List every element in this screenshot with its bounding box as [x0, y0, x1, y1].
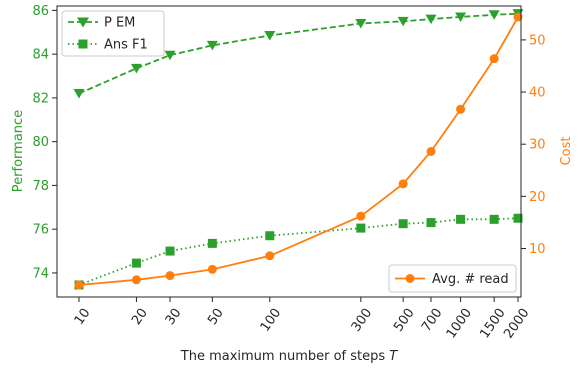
avg-read-point-2	[165, 271, 175, 281]
left-tick-label-3: 80	[32, 135, 49, 150]
avg-read-point-9	[489, 54, 499, 64]
right-tick-label-1: 20	[529, 190, 546, 205]
right-tick-label-0: 10	[529, 242, 546, 257]
left-tick-label-2: 78	[32, 179, 49, 194]
p-em-point-1	[130, 63, 142, 74]
p-em-point-4	[264, 31, 276, 41]
p-em-point-5	[355, 19, 367, 29]
p-em-point-3	[206, 40, 218, 51]
left-tick-label-4: 82	[32, 91, 49, 106]
p-em-point-0	[73, 89, 85, 99]
legend-cost: Avg. # read	[388, 264, 517, 293]
legend-cost-box	[388, 264, 517, 293]
p-em-point-7	[425, 14, 437, 25]
p-em-point-8	[455, 12, 467, 22]
ans-f1-point-2	[165, 246, 175, 256]
right-axis-title: Cost	[559, 137, 574, 166]
legend-label-p-em: P EM	[104, 16, 135, 31]
legend-circle-marker	[405, 274, 415, 283]
x-axis-title: The maximum number of steps T	[180, 349, 399, 364]
ans-f1-point-8	[456, 214, 466, 224]
ans-f1-point-1	[131, 258, 141, 268]
legend-triangle-marker	[77, 17, 89, 28]
plot-frame	[56, 5, 522, 298]
avg-read-point-4	[265, 251, 275, 261]
avg-read-point-10	[513, 12, 523, 22]
p-em-point-6	[397, 16, 409, 27]
p-em-point-2	[164, 50, 176, 61]
avg-read-point-7	[426, 147, 436, 156]
legend-label-avg-read: Avg. # read	[432, 272, 509, 287]
avg-read-point-3	[207, 264, 217, 274]
legend-label-ans-f1: Ans F1	[104, 38, 148, 53]
legend-performance: P EM Ans F1	[61, 10, 165, 57]
left-tick-label-5: 84	[32, 48, 49, 63]
avg-read-point-1	[131, 275, 141, 285]
avg-read-point-8	[456, 104, 466, 114]
chart-marks	[73, 9, 524, 290]
left-tick-label-0: 74	[32, 266, 49, 281]
ans-f1-point-4	[265, 231, 275, 241]
avg-read-point-0	[74, 280, 84, 290]
avg-read-point-5	[356, 211, 366, 221]
left-tick-label-1: 76	[32, 223, 49, 238]
ans-f1-point-7	[426, 218, 436, 228]
ans-f1-point-10	[513, 213, 523, 223]
ans-f1-point-9	[489, 214, 499, 224]
ans-f1-point-6	[398, 219, 408, 229]
p-em-point-9	[488, 10, 500, 20]
left-axis-title: Performance	[11, 110, 26, 192]
ans-f1-point-5	[356, 223, 366, 233]
ans-f1-point-3	[207, 238, 217, 248]
x-axis-variable: T	[389, 349, 398, 364]
legend-square-marker	[78, 39, 88, 49]
left-tick-label-6: 86	[32, 4, 49, 19]
right-tick-label-2: 30	[529, 138, 546, 153]
right-axis: 10 20 30 40 50	[521, 33, 546, 257]
avg-read-point-6	[398, 179, 408, 189]
left-axis: 74 76 78 80 82 84 86	[32, 4, 57, 281]
right-tick-label-3: 40	[529, 86, 546, 101]
right-tick-label-4: 50	[529, 33, 546, 48]
